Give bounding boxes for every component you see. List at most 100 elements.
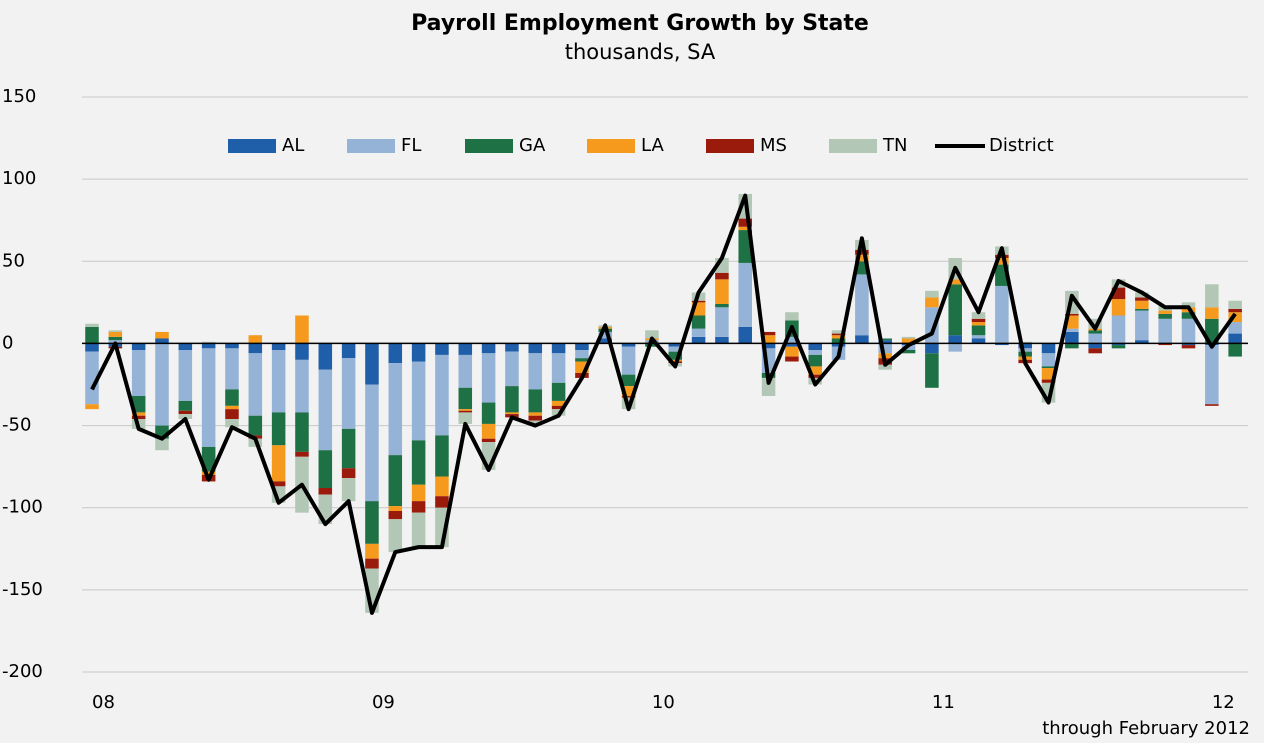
bar [645,343,659,347]
bar [925,297,939,308]
bar [388,455,403,507]
bar [831,338,846,344]
bar [458,387,473,410]
bar [271,350,286,413]
bar [155,343,169,426]
bar [295,359,309,413]
bar [225,409,239,419]
bar [691,300,706,303]
bar [411,440,426,485]
bar [971,325,986,336]
bar [1041,379,1056,383]
bar [761,343,776,349]
bar [1181,318,1196,344]
line [90,193,1237,615]
bar [1135,340,1149,344]
bar [505,386,519,413]
bar [575,350,589,359]
x-tick-label: 09 [372,692,395,713]
bar [505,351,519,387]
legend-swatch [228,139,276,153]
y-tick-label: 0 [2,332,13,353]
bar [715,336,729,344]
bar [831,333,846,336]
legend-swatch [706,139,754,153]
bar [1041,366,1056,369]
bar [645,330,659,339]
bar [528,343,543,354]
bar [225,343,239,349]
bar [131,412,146,416]
bar [85,343,99,352]
bar [388,506,403,511]
bar [1135,297,1149,301]
bar [1228,333,1242,344]
bar [411,484,426,502]
bar [1088,348,1102,354]
bar [575,343,589,350]
bar [435,435,449,477]
bar [481,402,496,424]
bar [1181,343,1196,346]
bar [948,335,962,344]
bar [831,335,846,339]
bar [1111,345,1126,349]
bar [388,363,403,456]
bar [1158,318,1172,344]
x-tick-label: 12 [1212,692,1235,713]
bar [948,284,962,336]
bar [878,338,892,341]
bar [131,343,146,350]
bar [668,343,683,347]
bar [178,414,193,419]
legend-label: GA [519,135,546,156]
bar [668,346,683,352]
bar [411,501,426,513]
bar [201,341,216,344]
y-tick-label: 100 [2,168,36,189]
chart-title: Payroll Employment Growth by State [411,11,869,36]
bar [1041,343,1056,354]
bar [808,354,822,367]
bar [1135,300,1149,309]
bar [131,415,146,419]
bar [1228,322,1242,334]
bar [411,512,426,548]
bar [1065,331,1079,344]
bar [808,374,822,378]
bar [481,423,496,439]
bar [855,274,869,336]
bar [458,412,473,424]
bar [878,343,892,354]
bar [458,409,473,411]
x-tick-label: 11 [932,692,955,713]
bar [948,279,962,285]
bar [435,476,449,497]
bar [1135,292,1149,298]
bar [458,410,473,413]
bar [1158,310,1172,314]
bar [925,290,939,298]
bar [108,330,123,332]
chart-subtitle: thousands, SA [565,40,716,64]
bar [691,315,706,329]
bar [528,412,543,416]
bar [621,386,636,396]
bar [271,343,286,350]
bar [1228,308,1242,313]
bar [341,343,356,359]
bar [1065,343,1079,349]
bar [551,353,566,383]
legend-label: TN [882,135,907,156]
bar [201,343,216,349]
legend-label: FL [401,135,421,156]
bar [878,340,892,344]
bar [435,354,449,436]
bar [248,343,263,354]
bar [108,331,123,337]
bar [691,336,706,344]
bar [178,350,193,401]
bar [901,350,916,354]
bar [1205,345,1219,405]
legend-label: AL [282,135,304,156]
